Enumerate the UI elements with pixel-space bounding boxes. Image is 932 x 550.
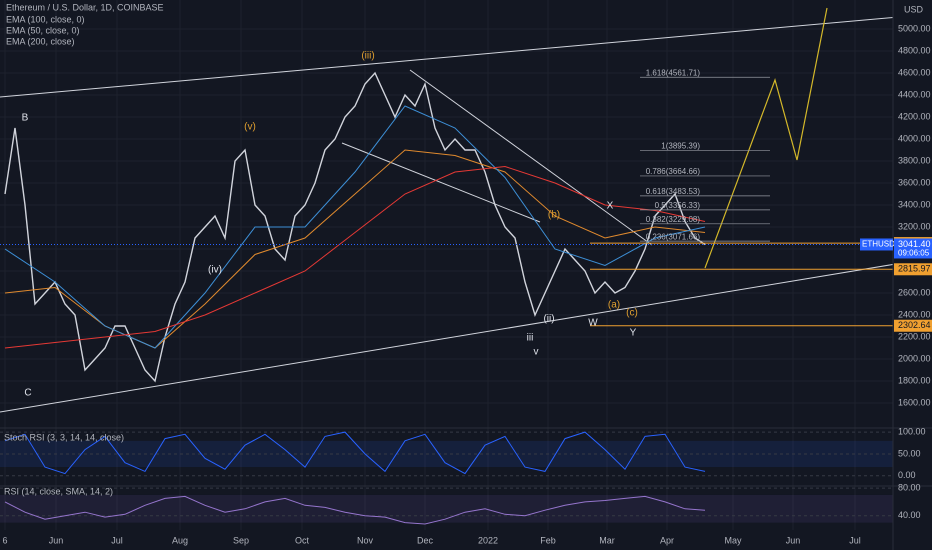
band [0,494,893,523]
series-line [4,105,706,349]
wave-label: iii [527,333,534,344]
price-label: 2302.64 [898,320,931,330]
x-tick-label: Aug [172,535,188,545]
pane-title: RSI (14, close, SMA, 14, 2) [4,486,113,496]
price-label: 2815.97 [898,264,931,274]
x-tick-label: Oct [295,535,310,545]
y-tick-label: 3200.00 [898,221,931,231]
wave-label: B [22,113,29,124]
y-tick-label: 1600.00 [898,397,931,407]
x-tick-label: Dec [417,535,434,545]
projection [704,7,828,269]
wave-label: (ii) [543,314,554,325]
y-tick-label: 4000.00 [898,133,931,143]
x-tick-label: Jul [849,535,861,545]
grid [0,0,893,530]
wave-label: v [534,347,539,358]
trend-line [409,69,653,246]
y-tick-label: 4400.00 [898,89,931,99]
plot: 1.618(4561.71) 1(3895.39) 0.786(3664.66) 0.… [0,7,893,525]
y-tick-label: 4600.00 [898,67,931,77]
series-line [4,165,706,349]
wave-label: (b) [548,210,560,221]
pane-title: Stoch RSI (3, 3, 14, 14, close) [4,432,124,442]
x-tick-label: 6 [2,535,7,545]
wave-label: Y [630,328,637,339]
y-tick-label: 5000.00 [898,23,931,33]
x-tick-label: Jul [111,535,123,545]
y-tick-label: 4800.00 [898,45,931,55]
x-tick-label: Sep [233,535,249,545]
channel-lower [0,263,893,413]
fib-label: 1(3895.39) [661,142,700,151]
chart-title: Ethereum / U.S. Dollar, 1D, COINBASE [6,2,164,12]
y-tick-label: 2000.00 [898,353,931,363]
x-tick-label: 2022 [478,535,498,545]
wave-label: (v) [244,122,256,133]
wave-label: W [588,318,598,329]
fib-label: 0.618(3483.53) [646,187,701,196]
price-label-box [894,263,932,276]
x-tick-label: Nov [357,535,374,545]
countdown: 09:06:05 [898,249,930,258]
current-label: 3041.40 [898,239,931,249]
x-tick-label: Mar [599,535,615,545]
y-tick-label: 0.00 [898,470,916,480]
y-tick-label: 1800.00 [898,375,931,385]
series-line [4,71,706,383]
current-label-box [894,238,932,259]
y-tick-label: 2600.00 [898,287,931,297]
x-tick-label: Jun [786,535,801,545]
price-label-box [894,319,932,332]
x-tick-label: Jun [49,535,64,545]
y-tick-label: 4200.00 [898,111,931,121]
y-tick-label: 2400.00 [898,309,931,319]
symbol-box [860,238,893,251]
wave-label: C [24,388,31,399]
y-tick-label: 3800.00 [898,155,931,165]
wave-label: (iii) [361,51,374,62]
wave-label: (c) [626,308,638,319]
symbol-label: ETHUSD [862,240,895,249]
trend-line [341,142,541,223]
x-tick-label: May [724,535,742,545]
legend-entry: EMA (50, close, 0) [6,25,80,35]
series-line [4,495,706,525]
currency: USD [904,4,924,14]
fib-label: 0.5(3356.33) [655,201,701,210]
y-tick-label: 100.00 [898,426,926,436]
y-tick-label: 50.00 [898,448,921,458]
y-tick-label: 2200.00 [898,331,931,341]
fib-label: 0.382(3229.08) [646,215,701,224]
wave-label: (a) [608,300,620,311]
x-tick-label: Apr [660,535,674,545]
wave-label: (iv) [208,265,222,276]
fib-label: 0.236(3071.66) [646,232,701,241]
wave-label: X [607,201,614,212]
y-tick-label: 3600.00 [898,177,931,187]
legend-entry: EMA (200, close) [6,36,75,46]
y-tick-label: 80.00 [898,482,921,492]
legend-entry: EMA (100, close, 0) [6,14,85,24]
channel-upper [0,16,893,98]
x-tick-label: Feb [540,535,556,545]
fib-label: 1.618(4561.71) [646,68,701,77]
fib-label: 0.786(3664.66) [646,167,701,176]
series-line [4,431,706,475]
y-tick-label: 3400.00 [898,199,931,209]
y-tick-label: 40.00 [898,510,921,520]
